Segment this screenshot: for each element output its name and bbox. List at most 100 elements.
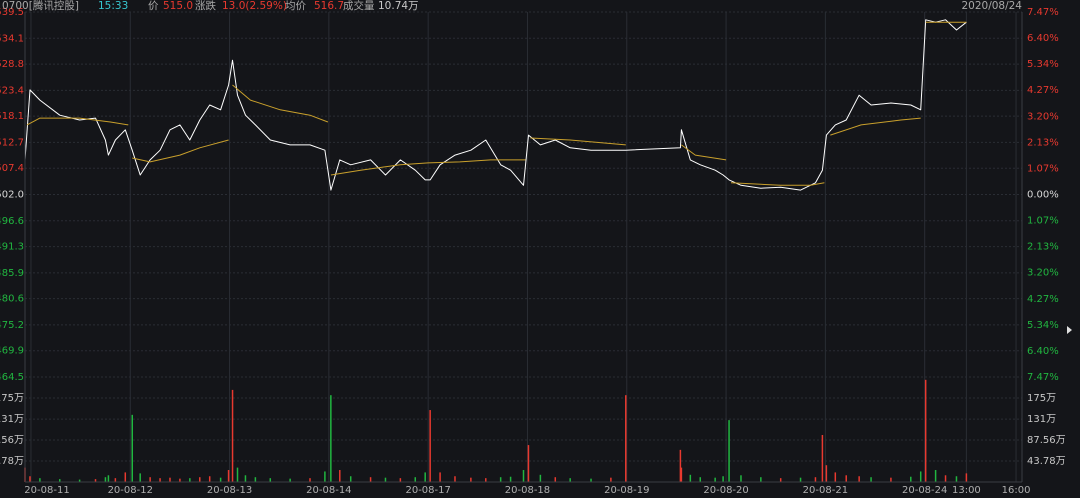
- date: 2020/08/24: [961, 0, 1022, 12]
- volume-bar: [107, 475, 110, 482]
- y2-tick-label: 4.27%: [1027, 294, 1059, 305]
- volume-bar: [254, 477, 257, 482]
- volume-bar: [924, 379, 927, 482]
- y-tick-label: 512.7: [0, 137, 24, 148]
- symbol: 0700[腾讯控股]: [2, 0, 79, 12]
- volume-bar: [289, 478, 291, 482]
- volume-bar: [269, 478, 272, 482]
- volume-bar: [159, 478, 161, 482]
- volume-bar: [625, 395, 627, 482]
- volume-bar: [429, 410, 431, 482]
- volume-bar: [689, 474, 692, 482]
- y-tick-label: 131万: [0, 414, 24, 425]
- volume-bar: [324, 471, 326, 482]
- y-tick-label: 491.3: [0, 242, 24, 253]
- y-tick-label: 480.6: [0, 294, 24, 305]
- volume-bar: [740, 475, 742, 482]
- y2-tick-label: 87.56万: [1027, 435, 1066, 446]
- volume-bar: [131, 414, 133, 482]
- volume-bar: [527, 445, 530, 482]
- y-tick-label: 518.1: [0, 111, 24, 122]
- volume-bar: [934, 470, 937, 482]
- x-tick-label: 20-08-19: [604, 485, 649, 496]
- collapse-arrow[interactable]: [1067, 326, 1072, 334]
- y2-tick-label: 3.20%: [1027, 268, 1059, 279]
- labels: 539.5 534.1 528.8 523.4 518.1 512.7 507.4 502.0…: [0, 7, 1066, 496]
- x-tick-label: 20-08-20: [703, 485, 748, 496]
- volume-bar: [78, 479, 81, 482]
- y2-tick-label: 5.34%: [1027, 59, 1059, 70]
- volume-bar: [679, 449, 682, 482]
- volume-bar: [590, 478, 592, 482]
- y-tick-label: 507.4: [0, 163, 24, 174]
- volume-bar: [965, 473, 968, 482]
- x-tick-label: 20-08-13: [207, 485, 252, 496]
- y-tick-label: 496.6: [0, 216, 24, 227]
- volume-bar: [208, 476, 211, 482]
- y2-tick-label: 4.27%: [1027, 85, 1059, 96]
- y2-tick-label: 1.07%: [1027, 216, 1059, 227]
- x-tick-label: 20-08-17: [405, 485, 450, 496]
- volume-bar: [369, 477, 372, 482]
- y-tick-label: 175万: [0, 393, 24, 404]
- y-tick-label: 43.78万: [0, 456, 24, 467]
- y-tick-label: 528.8: [0, 59, 24, 70]
- volume-bar: [509, 476, 512, 482]
- volume-bar: [139, 473, 141, 482]
- volume-bar: [821, 434, 824, 482]
- volume-bar: [890, 477, 892, 482]
- volume-bar: [834, 472, 837, 482]
- volume-bar: [454, 476, 456, 482]
- x-tick-label: 16:00: [1002, 485, 1031, 496]
- volume-bar: [189, 478, 191, 482]
- volume-bar: [179, 478, 181, 482]
- x-tick-label: 20-08-14: [306, 485, 351, 496]
- volume-bar: [728, 420, 730, 482]
- volume-bar: [910, 476, 912, 482]
- y2-tick-label: 43.78万: [1027, 456, 1066, 467]
- volume-bar: [485, 478, 487, 482]
- volume-bar: [399, 478, 402, 482]
- volume-bar: [554, 477, 557, 482]
- x-tick-label: 20-08-12: [108, 485, 153, 496]
- volume-bar: [799, 477, 802, 482]
- volume-bar: [330, 395, 332, 482]
- volume-bar: [522, 470, 525, 482]
- volume-bar: [39, 478, 41, 482]
- volume-bar: [339, 470, 341, 482]
- x-tick-label: 20-08-18: [505, 485, 550, 496]
- volume-bar: [29, 476, 31, 482]
- y2-tick-label: 6.40%: [1027, 346, 1059, 357]
- volume-bar: [539, 474, 542, 482]
- volume: 10.74万: [378, 0, 419, 12]
- volume-bar: [59, 479, 61, 482]
- volume-bar: [439, 472, 441, 482]
- volume-bar: [227, 470, 230, 482]
- volume-bar: [349, 476, 352, 482]
- volume-bar: [149, 477, 151, 482]
- volume-bar: [955, 476, 958, 482]
- volume-bar: [814, 477, 817, 482]
- volume-bar: [244, 475, 247, 482]
- volume-bar: [114, 478, 117, 482]
- y-tick-label: 502.0: [0, 190, 24, 201]
- y2-tick-label: 6.40%: [1027, 33, 1059, 44]
- average-line: [26, 21, 967, 186]
- volume-bar: [919, 471, 922, 482]
- price: 515.0: [163, 0, 193, 12]
- volume-bar: [825, 465, 828, 482]
- volume-bar: [124, 472, 127, 482]
- volume-bar: [870, 477, 872, 482]
- volume-bar: [845, 475, 847, 482]
- price-label: 价: [148, 0, 159, 12]
- volume-bar: [104, 477, 107, 482]
- volume-bar: [610, 477, 612, 482]
- volume-bar: [384, 477, 387, 482]
- y2-tick-label: 3.20%: [1027, 111, 1059, 122]
- avg-label: 均价: [285, 0, 306, 12]
- x-tick-label: 20-08-21: [803, 485, 848, 496]
- volume-bar: [236, 467, 239, 482]
- volume-bar: [569, 478, 571, 482]
